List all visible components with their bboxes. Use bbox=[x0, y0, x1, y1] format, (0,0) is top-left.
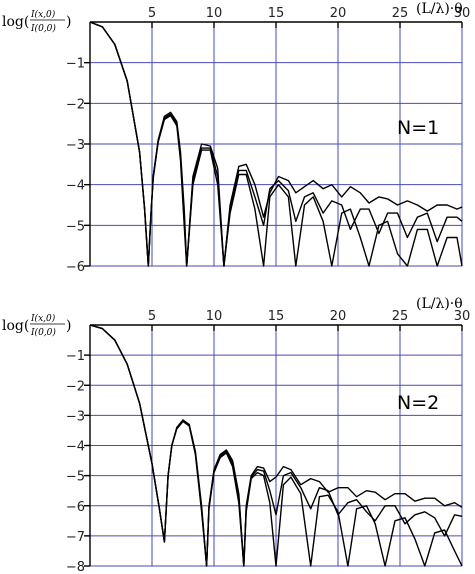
x-tick-label: 15 bbox=[268, 309, 285, 324]
chart-panel-n1: 5 10 15 20 25 30 −1 −2 −3 −4 −5 −6 log( I(x,0) I(0… bbox=[2, 1, 470, 275]
y-axis-label-denominator: I(0,0) bbox=[30, 327, 56, 338]
y-tick-label: −1 bbox=[66, 57, 85, 72]
curve-group bbox=[89, 21, 463, 267]
x-tick-label: 25 bbox=[392, 309, 409, 324]
y-axis-label-close: ) bbox=[66, 318, 71, 334]
x-tick-labels: 5 10 15 20 25 30 bbox=[148, 6, 470, 21]
y-axis-label-close: ) bbox=[66, 14, 71, 30]
x-axis-label: (L/λ)·θ bbox=[416, 296, 463, 312]
x-tick-labels: 5 10 15 20 25 30 bbox=[148, 309, 470, 324]
y-tick-label: −4 bbox=[66, 179, 85, 194]
x-tick-label: 30 bbox=[454, 6, 471, 21]
y-tick-label: −3 bbox=[66, 409, 85, 424]
grid-lines bbox=[90, 22, 463, 267]
y-axis-label-denominator: I(0,0) bbox=[30, 23, 56, 34]
series-line-3 bbox=[89, 324, 463, 567]
y-tick-label: −5 bbox=[66, 470, 85, 485]
x-tick-label: 5 bbox=[148, 309, 156, 324]
y-axis-label: log( bbox=[2, 318, 29, 334]
series-line-3 bbox=[89, 21, 463, 267]
axes bbox=[84, 324, 463, 567]
annotation-n2: N=2 bbox=[397, 392, 439, 414]
annotation-n1: N=1 bbox=[397, 117, 439, 139]
grid-lines bbox=[90, 325, 463, 567]
y-tick-label: −7 bbox=[66, 530, 85, 545]
y-tick-label: −3 bbox=[66, 138, 85, 153]
x-tick-label: 20 bbox=[330, 309, 347, 324]
x-tick-label: 10 bbox=[206, 309, 223, 324]
y-tick-labels: −1 −2 −3 −4 −5 −6 −7 −8 bbox=[66, 349, 85, 574]
y-tick-label: −2 bbox=[66, 379, 85, 394]
axes bbox=[84, 21, 463, 267]
x-tick-label: 25 bbox=[392, 6, 409, 21]
x-tick-label: 10 bbox=[206, 6, 223, 21]
y-tick-label: −6 bbox=[66, 500, 85, 515]
x-tick-label: 15 bbox=[268, 6, 285, 21]
x-axis-label: (L/λ)·θ bbox=[416, 1, 463, 17]
y-tick-label: −6 bbox=[66, 260, 85, 275]
y-tick-label: −8 bbox=[66, 560, 85, 574]
y-tick-label: −5 bbox=[66, 219, 85, 234]
y-tick-label: −1 bbox=[66, 349, 85, 364]
curve-group bbox=[89, 324, 463, 567]
y-axis-label-numerator: I(x,0) bbox=[30, 313, 56, 324]
y-tick-label: −2 bbox=[66, 97, 85, 112]
chart-panel-n2: 5 10 15 20 25 30 −1 −2 −3 −4 −5 −6 −7 −8 log( I(x,0)… bbox=[2, 296, 470, 574]
y-axis-label-numerator: I(x,0) bbox=[30, 9, 56, 20]
y-tick-label: −4 bbox=[66, 440, 85, 455]
x-tick-label: 20 bbox=[330, 6, 347, 21]
x-tick-label: 5 bbox=[148, 6, 156, 21]
y-tick-labels: −1 −2 −3 −4 −5 −6 bbox=[66, 57, 85, 275]
y-axis-label: log( bbox=[2, 14, 29, 30]
x-tick-label: 30 bbox=[454, 309, 471, 324]
